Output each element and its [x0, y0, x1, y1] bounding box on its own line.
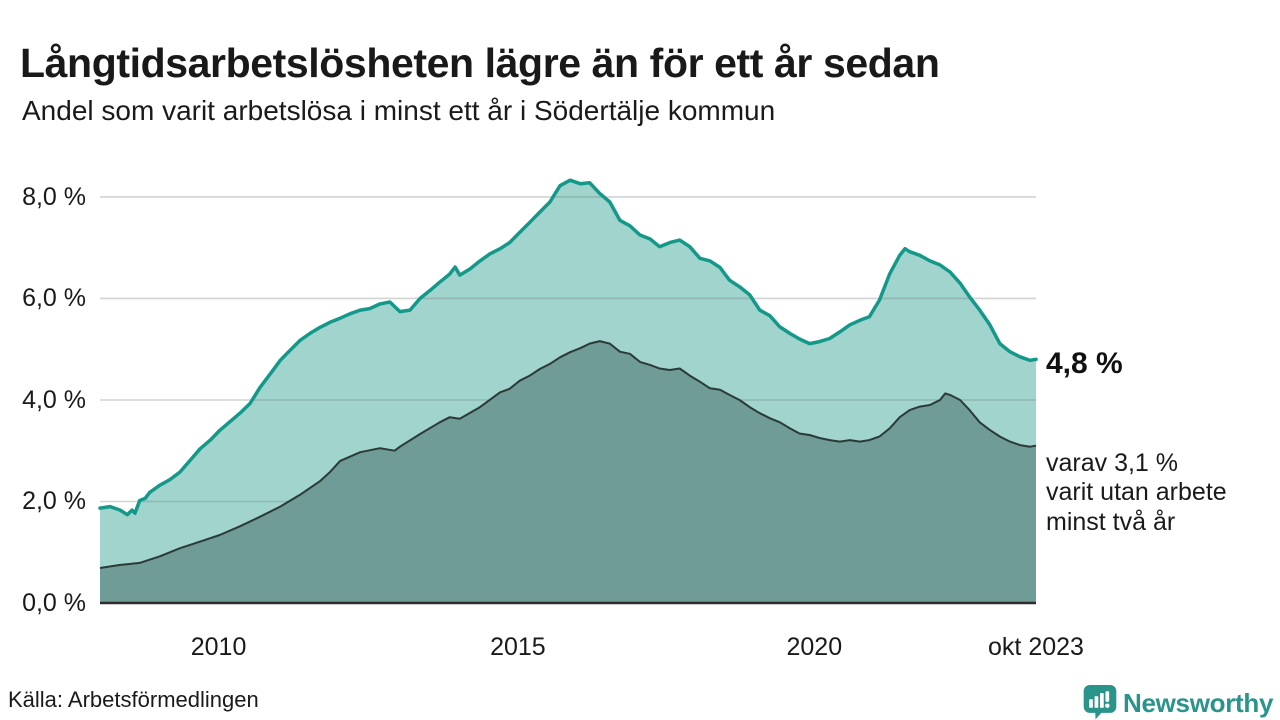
y-axis-tick-label: 0,0 % [22, 589, 86, 617]
x-axis-tick-label: 2020 [786, 633, 843, 661]
latest-value-label: 4,8 % [1046, 347, 1123, 380]
source-caption: Källa: Arbetsförmedlingen [8, 687, 259, 712]
y-axis-tick-label: 8,0 % [22, 182, 86, 211]
line-two-years [99, 340, 1037, 569]
x-axis-tick-label: okt 2023 [988, 633, 1084, 661]
newsworthy-logo-text: Newsworthy [1123, 688, 1274, 718]
area-two-years-fill [100, 341, 1036, 603]
y-axis-tick-label: 2,0 % [22, 487, 86, 516]
chart-subtitle: Andel som varit arbetslösa i minst ett å… [22, 95, 776, 126]
y-axis-tick-label: 6,0 % [22, 284, 86, 313]
page-title: Långtidsarbetslösheten lägre än för ett … [20, 40, 940, 87]
x-axis-tick-label: 2015 [490, 633, 546, 661]
line-total [98, 178, 1038, 517]
y-axis-tick-label: 4,0 % [22, 385, 86, 414]
x-axis-tick-label: 2010 [190, 633, 247, 661]
two-year-annotation: varav 3,1 % varit utan arbete minst två … [1046, 449, 1227, 536]
newsworthy-logo-icon [1083, 685, 1117, 720]
